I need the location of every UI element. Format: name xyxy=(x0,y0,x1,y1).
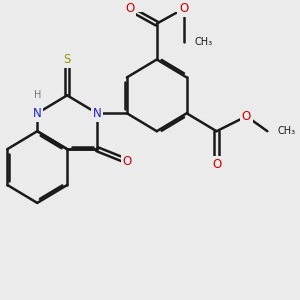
Text: CH₃: CH₃ xyxy=(194,37,212,46)
Text: N: N xyxy=(93,107,101,120)
Text: CH₃: CH₃ xyxy=(278,126,296,136)
Text: S: S xyxy=(63,53,71,66)
Text: N: N xyxy=(33,107,42,120)
Text: O: O xyxy=(242,110,251,123)
Text: O: O xyxy=(122,154,131,168)
Text: O: O xyxy=(212,158,221,171)
Text: O: O xyxy=(179,2,188,15)
Text: O: O xyxy=(125,2,134,15)
Text: H: H xyxy=(34,90,41,100)
